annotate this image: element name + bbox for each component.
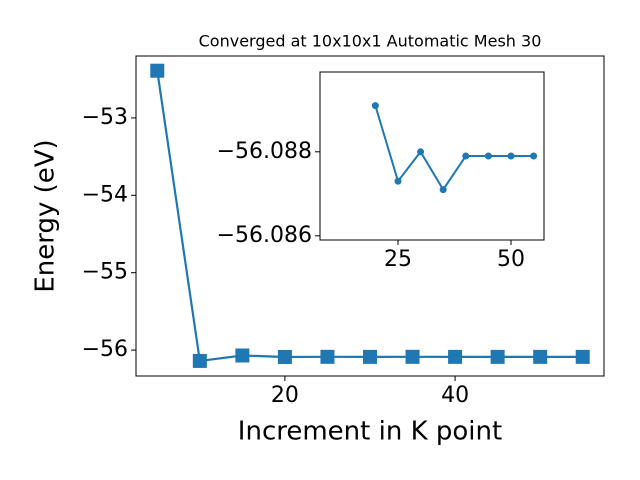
chart-title: Converged at 10x10x1 Automatic Mesh 30	[199, 32, 542, 51]
marker	[507, 152, 515, 160]
y-tick-label: −55	[82, 260, 128, 285]
line	[374, 105, 534, 192]
marker	[439, 186, 447, 194]
marker	[320, 349, 335, 364]
x-tick-label: 25	[384, 247, 412, 272]
marker	[371, 102, 379, 110]
x-tick-label: 20	[271, 383, 299, 408]
y-tick-label: −56.086	[217, 223, 312, 248]
marker	[575, 349, 590, 364]
marker	[394, 177, 402, 185]
marker	[363, 349, 377, 364]
plot-content	[150, 63, 590, 368]
marker	[490, 349, 505, 364]
marker	[417, 148, 425, 156]
marker	[448, 349, 463, 364]
marker	[235, 348, 250, 363]
plot-content	[371, 102, 538, 194]
marker	[405, 349, 420, 364]
marker	[150, 63, 165, 78]
marker	[533, 349, 548, 364]
y-tick-label: −53	[82, 105, 128, 130]
marker	[277, 349, 292, 364]
y-axis-label: Energy (eV)	[31, 139, 61, 292]
marker	[192, 353, 207, 368]
x-tick-label: 40	[441, 383, 469, 408]
y-tick-label: −56	[82, 337, 128, 362]
y-tick-label: −54	[82, 182, 128, 207]
marker	[484, 152, 492, 160]
x-tick-label: 50	[497, 247, 525, 272]
y-tick-label: −56.088	[217, 139, 312, 164]
marker	[530, 152, 538, 160]
marker	[462, 152, 470, 160]
x-axis-label: Increment in K point	[238, 417, 502, 447]
